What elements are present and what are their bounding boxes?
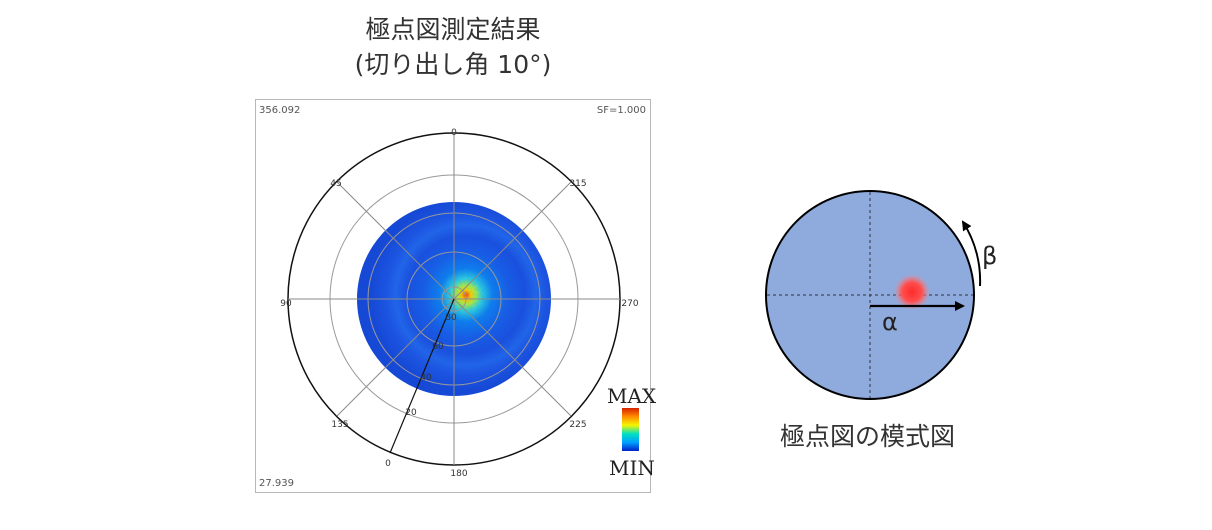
schematic-caption: 極点図の模式図	[780, 422, 956, 451]
pole-figure-panel: 356.092 SF=1.000 27.939	[255, 99, 651, 493]
pole-figure-svg: 0 45 90 135 180 225 270 315 80 60 40 20 …	[280, 128, 639, 479]
corner-value-top-left: 356.092	[259, 105, 301, 116]
tilt-label-0: 0	[385, 459, 391, 469]
azimuth-label-225: 225	[569, 420, 586, 430]
azimuth-label-45: 45	[330, 179, 341, 189]
alpha-label: α	[882, 308, 898, 336]
beta-arrow	[961, 220, 982, 287]
pole-spot	[894, 274, 930, 310]
colorbar	[622, 408, 639, 451]
tilt-label-80: 80	[445, 313, 457, 323]
tilt-label-40: 40	[420, 373, 432, 383]
azimuth-label-315: 315	[569, 179, 586, 189]
tilt-scale-line	[389, 298, 455, 454]
beta-label: β	[982, 242, 997, 270]
azimuth-label-135: 135	[331, 420, 348, 430]
azimuth-label-90: 90	[280, 299, 292, 309]
azimuth-label-270: 270	[621, 299, 638, 309]
corner-value-bottom-left: 27.939	[259, 478, 294, 489]
scale-factor-label: SF=1.000	[596, 105, 646, 116]
chart-title-line1: 極点図測定結果	[365, 15, 541, 44]
chart-title-line2: (切り出し角 10°)	[354, 50, 552, 79]
tilt-label-20: 20	[405, 408, 417, 418]
tilt-label-60: 60	[432, 342, 444, 352]
colorbar-max-label: MAX	[607, 384, 657, 408]
schematic-diagram: α β	[765, 190, 997, 400]
azimuth-label-180: 180	[450, 469, 467, 479]
colorbar-min-label: MIN	[609, 456, 655, 480]
azimuth-label-0: 0	[451, 128, 457, 138]
